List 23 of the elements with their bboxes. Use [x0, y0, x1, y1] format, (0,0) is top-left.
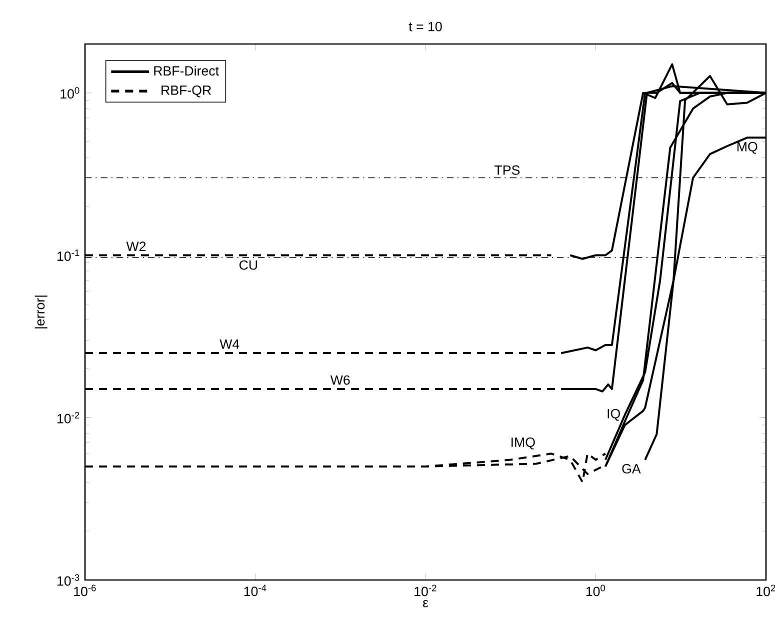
legend-label: RBF-Direct	[154, 66, 219, 76]
ref-line-label: CU	[239, 260, 258, 270]
annotation: W2	[126, 242, 146, 251]
y-tick-label: 10$^{-2}$	[58, 412, 80, 424]
annotation: IQ	[608, 408, 620, 421]
annotation: MQ	[737, 142, 758, 154]
annotation: IMQ	[512, 438, 535, 450]
y-tick-label: 10$^{0}$	[60, 87, 80, 99]
annotation: W4	[220, 340, 240, 349]
x-tick-label: 10$^{-2}$	[414, 584, 436, 596]
x-tick-label: 10$^{0}$	[586, 584, 606, 596]
annotation: W6	[330, 375, 350, 385]
chart-title: t = 10	[408, 22, 442, 32]
x-tick-label: 10$^{-6}$	[74, 584, 96, 596]
y-axis-title: |error|	[34, 296, 48, 328]
x-tick-label: 10$^{-4}$	[244, 584, 266, 596]
y-tick-label: 10$^{-3}$	[58, 574, 80, 586]
ref-line-label: TPS	[494, 165, 520, 175]
legend-label: RBF-QR	[162, 85, 211, 98]
y-tick-label: 10$^{-1}$	[58, 250, 80, 261]
x-axis-title: ε	[422, 600, 428, 608]
annotation: GA	[622, 464, 641, 474]
x-tick-label: 10$^{2}$	[756, 584, 775, 596]
